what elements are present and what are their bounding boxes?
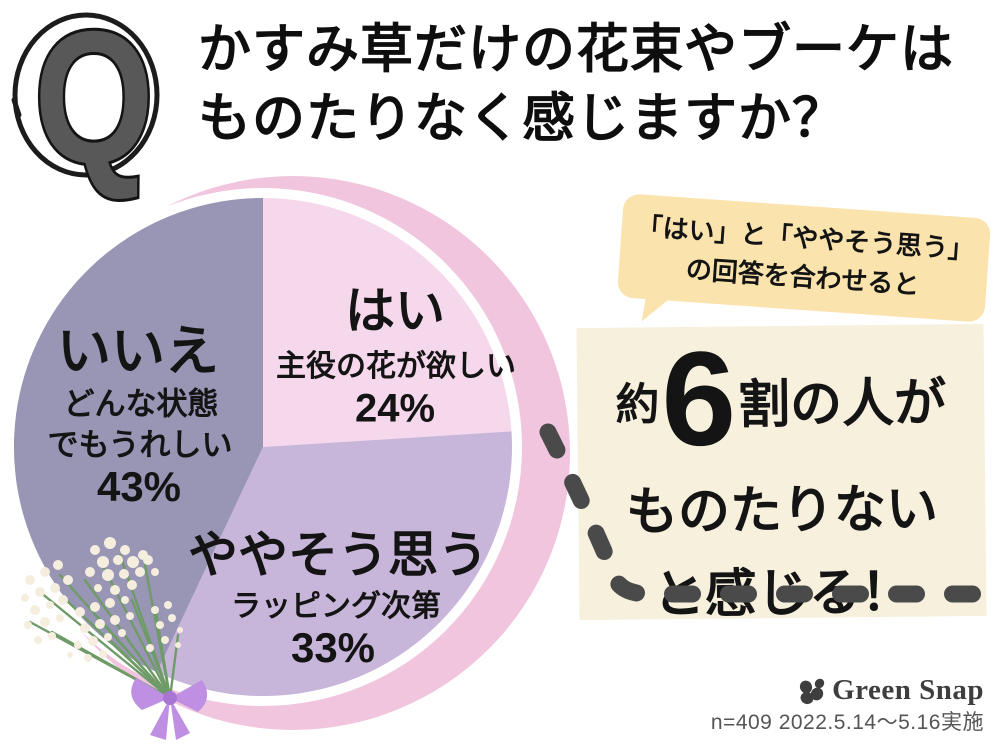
pie-label-no: いいえ: [57, 321, 219, 382]
conclusion-big-number: 6: [660, 324, 737, 475]
conclusion-row1: 約 6 割の人が: [615, 324, 947, 475]
pie-percent-somewhat: 33%: [290, 624, 376, 671]
pie-label-yes: はい: [345, 283, 445, 339]
title-line1: かすみ草だけの花束やブーケは: [198, 20, 954, 79]
pie-sublabel-no-1: どんな状態: [63, 386, 219, 422]
page-title: かすみ草だけの花束やブーケは ものたりなく感じますか？: [198, 16, 988, 154]
q-logo-tick: [11, 97, 22, 118]
clover-icon: [799, 678, 825, 704]
babys-breath-flowers: [21, 537, 183, 662]
bouquet-bow: [131, 678, 208, 740]
pie-percent-yes: 24%: [354, 386, 436, 431]
q-letter: Q: [34, 0, 154, 202]
conclusion-suffix: 割の人が: [737, 373, 947, 434]
pie-sublabel-no-2: でもうれしい: [47, 427, 233, 463]
q-logo-circle: [12, 12, 160, 178]
bouquet-stems: [28, 553, 180, 700]
pie-percent-no: 43%: [96, 463, 182, 510]
pie-sublabel-yes: 主役の花が欲しい: [276, 350, 516, 383]
bouquet-illustration: [21, 537, 208, 740]
pie-label-somewhat: ややそう思う: [188, 527, 488, 583]
speech-bubble-tail: [641, 291, 673, 326]
conclusion-approx: 約: [615, 380, 660, 430]
conclusion-box: 約 6 割の人が ものたりない と感じる！: [576, 323, 987, 624]
brand-name: Green Snap: [832, 674, 984, 706]
brand-logo: Green Snap: [797, 674, 984, 707]
conclusion-line2: ものたりない: [625, 480, 939, 542]
conclusion-line3: と感じる！: [652, 563, 914, 625]
speech-bubble: 「はい」と「ややそう思う」 の回答を合わせると: [616, 193, 992, 326]
title-line2: ものたりなく感じますか？: [198, 88, 846, 148]
q-logo: Q: [11, 0, 160, 205]
pie-sublabel-somewhat: ラッピング次第: [231, 590, 441, 623]
survey-note: n=409 2022.5.14〜5.16実施: [710, 711, 984, 734]
